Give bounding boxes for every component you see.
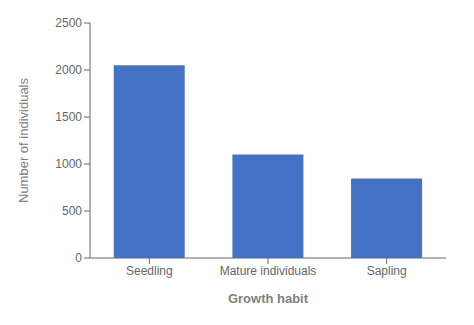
svg-text:2000: 2000 xyxy=(55,63,82,77)
svg-text:2500: 2500 xyxy=(55,16,82,30)
svg-text:Growth habit: Growth habit xyxy=(228,291,309,306)
svg-text:1500: 1500 xyxy=(55,110,82,124)
svg-text:Number of individuals: Number of individuals xyxy=(16,78,31,204)
svg-text:0: 0 xyxy=(75,251,82,265)
svg-text:Seedling: Seedling xyxy=(126,264,173,278)
svg-text:1000: 1000 xyxy=(55,157,82,171)
svg-text:500: 500 xyxy=(62,204,82,218)
svg-text:Mature individuals: Mature individuals xyxy=(220,264,317,278)
svg-text:Sapling: Sapling xyxy=(367,264,407,278)
